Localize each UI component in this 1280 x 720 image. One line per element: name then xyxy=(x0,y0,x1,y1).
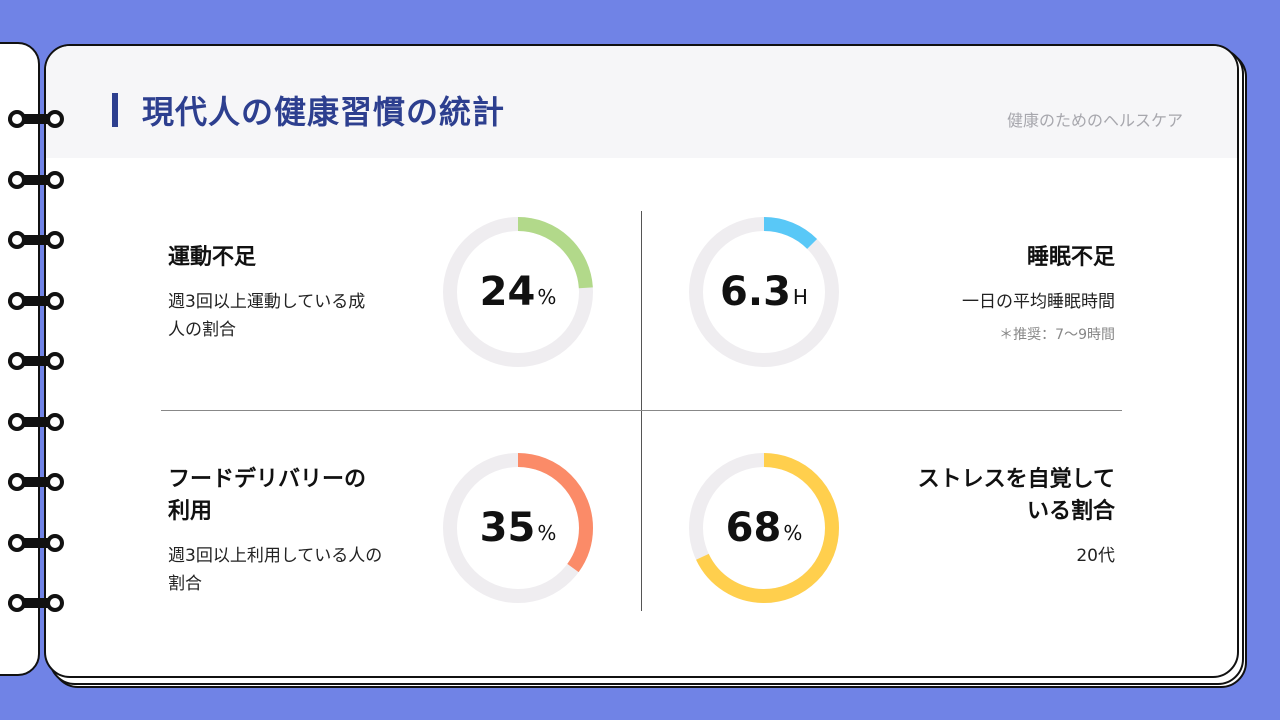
binding-ring xyxy=(8,412,64,431)
value-unit: H xyxy=(792,285,808,309)
grid-divider-vertical xyxy=(641,211,642,611)
stat-exercise-description: 週3回以上運動している成人の割合 xyxy=(168,292,366,340)
title-accent-bar xyxy=(112,93,118,127)
value-unit: % xyxy=(783,521,803,545)
donut-arc xyxy=(443,217,593,367)
donut-arc xyxy=(689,217,839,367)
stat-delivery-value: 35% xyxy=(440,450,596,606)
value-number: 24 xyxy=(479,269,536,315)
donut-arc xyxy=(689,453,839,603)
page-subtitle: 健康のためのヘルスケア xyxy=(1006,111,1183,130)
stat-delivery-description: 週3回以上利用している人の割合 xyxy=(168,546,383,594)
stat-sleep-description: 一日の平均睡眠時間 xyxy=(962,292,1115,312)
value-unit: % xyxy=(537,521,557,545)
stat-sleep-title: 睡眠不足 xyxy=(1026,245,1115,270)
stat-stress-title: ストレスを自覚している割合 xyxy=(917,467,1115,524)
page-title: 現代人の健康習慣の統計 xyxy=(142,93,506,131)
value-number: 6.3 xyxy=(720,269,791,315)
stat-sleep-note: ＊推奨：7〜9時間 xyxy=(999,327,1115,343)
grid-divider-horizontal xyxy=(161,410,1122,411)
value-number: 35 xyxy=(479,505,536,551)
page-header: 現代人の健康習慣の統計 健康のためのヘルスケア xyxy=(46,46,1237,158)
donut-arc xyxy=(443,453,593,603)
binding-ring xyxy=(8,352,64,370)
stat-exercise-donut: 24% xyxy=(440,214,596,370)
stat-stress-donut: 68% xyxy=(686,450,842,606)
stat-exercise-title: 運動不足 xyxy=(168,245,257,270)
stat-stress-value: 68% xyxy=(686,450,842,606)
binding-ring xyxy=(8,291,64,310)
value-number: 68 xyxy=(725,505,782,551)
stat-exercise-value: 24% xyxy=(440,214,596,370)
binding-ring xyxy=(8,170,64,189)
stat-delivery-donut: 35% xyxy=(440,450,596,606)
stat-sleep-value: 6.3 H xyxy=(686,214,842,370)
stat-stress-description: 20代 xyxy=(1076,546,1115,566)
binding-ring xyxy=(8,231,64,249)
binding-ring xyxy=(8,473,64,491)
notebook-page: 現代人の健康習慣の統計 健康のためのヘルスケア 運動不足 週3回以上運動している… xyxy=(44,44,1239,678)
binding-ring xyxy=(8,533,64,552)
binding-ring xyxy=(8,110,64,128)
stat-sleep-donut: 6.3 H xyxy=(686,214,842,370)
value-unit: % xyxy=(537,285,557,309)
binding-ring xyxy=(8,594,64,612)
stat-delivery-title: フードデリバリーの利用 xyxy=(168,467,367,524)
